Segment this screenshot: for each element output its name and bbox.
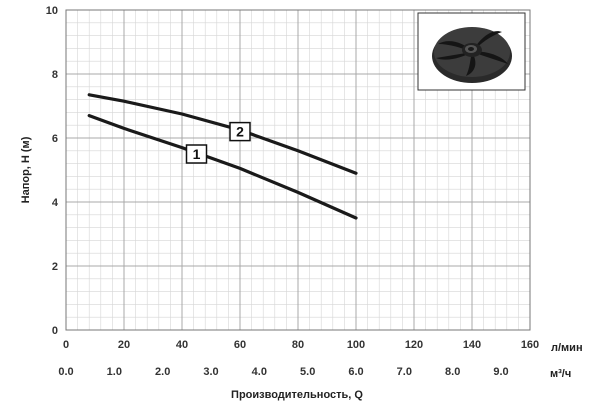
series-line-2 [87, 93, 358, 175]
x-tick-label: 140 [463, 339, 481, 351]
x-secondary-tick-label: 7.0 [397, 366, 412, 378]
x-secondary-tick-labels: 0.0 1.0 2.0 3.0 4.0 5.0 6.0 7.0 8.0 9.0 [58, 366, 508, 378]
x-unit-secondary: м³/ч [550, 368, 571, 380]
x-tick-label: 160 [521, 339, 539, 351]
x-tick-label: 80 [292, 339, 304, 351]
plot-border [65, 9, 531, 331]
x-tick-labels: 0 20 40 60 80 100 120 140 160 [63, 339, 539, 351]
x-tick-label: 40 [176, 339, 188, 351]
y-axis-label: Напор, H (м) [20, 136, 32, 203]
y-tick-label: 6 [52, 133, 58, 145]
curve-label-box [185, 144, 208, 164]
x-secondary-tick-label: 2.0 [155, 366, 170, 378]
x-axis-label: Производительность, Q [231, 389, 363, 401]
curve-label-1: 1 [193, 146, 201, 162]
x-tick-label: 100 [347, 339, 365, 351]
impeller-icon [432, 27, 512, 83]
x-secondary-tick-label: 8.0 [445, 366, 460, 378]
series-line-1 [87, 113, 358, 220]
curve-labels: 12 [185, 121, 251, 164]
y-tick-label: 10 [46, 5, 58, 17]
curve-label-2: 2 [236, 124, 244, 140]
x-tick-label: 120 [405, 339, 423, 351]
x-tick-label: 60 [234, 339, 246, 351]
impeller-inset [417, 12, 526, 91]
y-tick-label: 8 [52, 69, 58, 81]
x-secondary-tick-label: 0.0 [58, 366, 73, 378]
series-lines [87, 93, 358, 220]
x-secondary-tick-label: 5.0 [300, 366, 315, 378]
x-tick-label: 0 [63, 339, 69, 351]
y-tick-label: 0 [52, 325, 58, 337]
x-unit-primary: л/мин [551, 342, 583, 354]
x-secondary-tick-label: 6.0 [348, 366, 363, 378]
x-secondary-tick-label: 4.0 [252, 366, 267, 378]
y-tick-labels: 0 2 4 6 8 10 [46, 5, 59, 337]
plot-frame [65, 9, 531, 331]
y-tick-label: 4 [52, 197, 59, 209]
y-tick-label: 2 [52, 261, 58, 273]
x-secondary-tick-label: 1.0 [107, 366, 122, 378]
x-secondary-tick-label: 9.0 [493, 366, 508, 378]
curve-label-box [229, 121, 251, 142]
x-secondary-tick-label: 3.0 [203, 366, 218, 378]
x-tick-label: 20 [118, 339, 130, 351]
